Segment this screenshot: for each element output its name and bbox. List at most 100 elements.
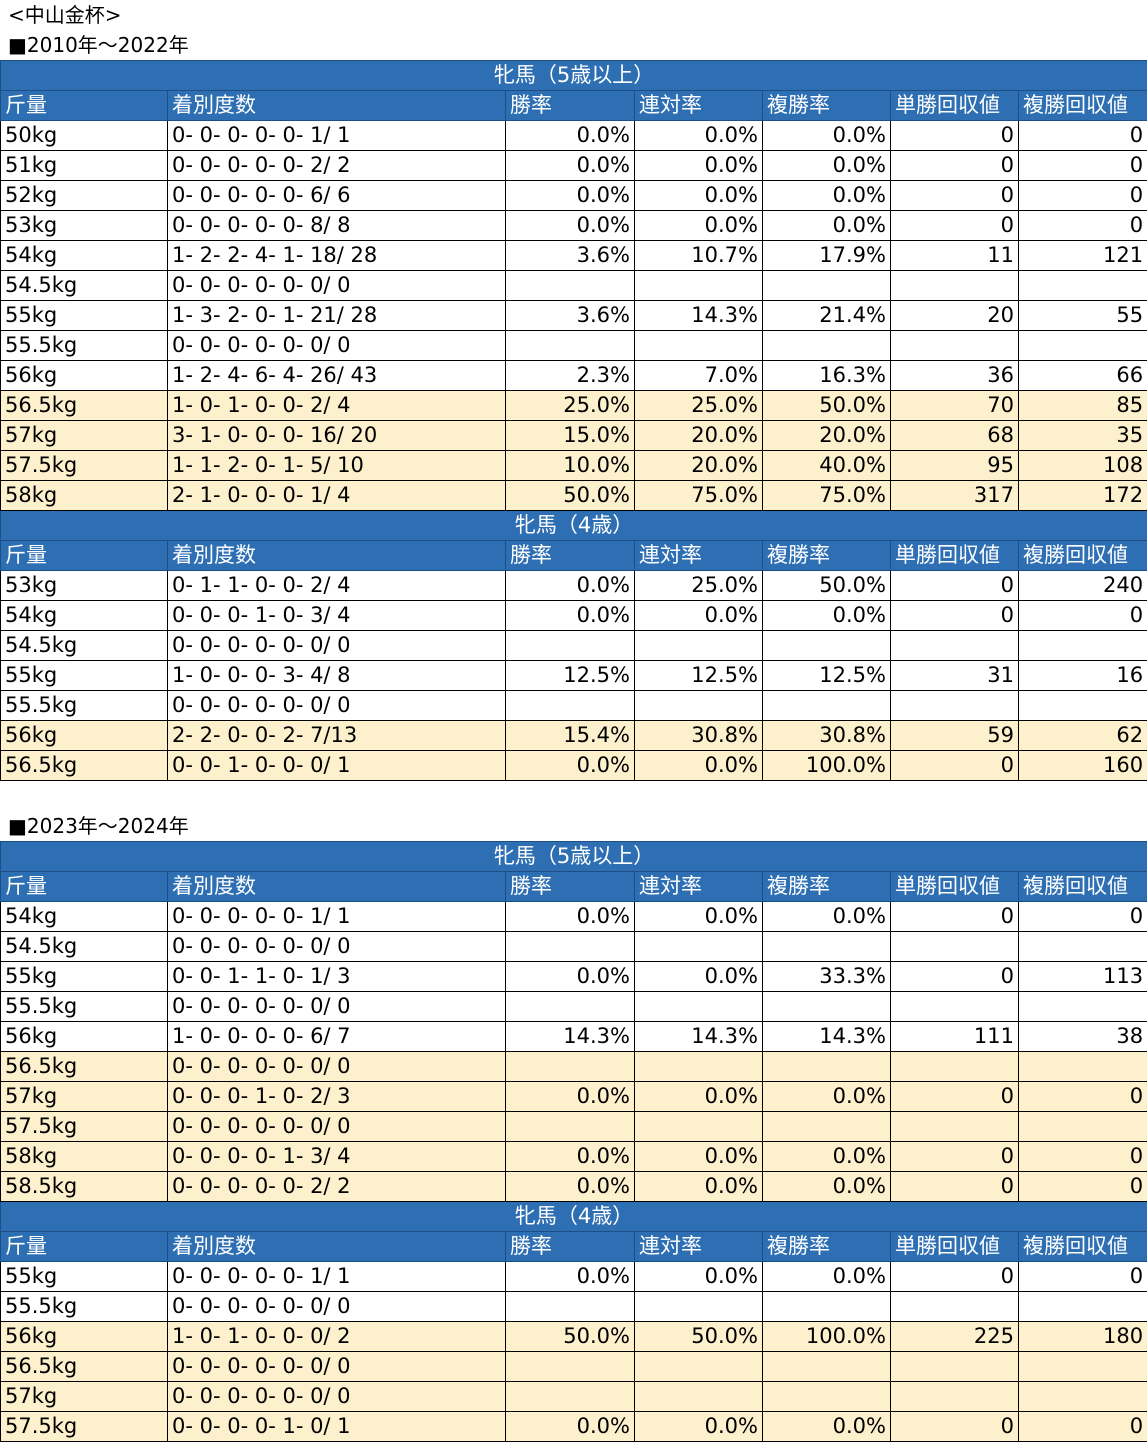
place-return-header: 複勝回収値 (1019, 91, 1147, 121)
place-return-cell: 0 (1019, 1082, 1147, 1112)
weight-cell: 55.5kg (1, 992, 168, 1022)
top3-rate-cell: 20.0% (763, 421, 891, 451)
win-rate-cell (506, 992, 635, 1022)
record-cell: 0- 0- 1- 0- 0- 0/ 1 (168, 751, 506, 781)
weight-cell: 54kg (1, 902, 168, 932)
top3-rate-cell: 30.8% (763, 721, 891, 751)
weight-cell: 54.5kg (1, 271, 168, 301)
record-cell: 0- 0- 0- 0- 0- 2/ 2 (168, 1172, 506, 1202)
top3-rate-cell: 0.0% (763, 1142, 891, 1172)
place-return-cell (1019, 271, 1147, 301)
weight-cell: 56.5kg (1, 751, 168, 781)
weight-cell: 55kg (1, 301, 168, 331)
record-cell: 0- 0- 0- 0- 0- 1/ 1 (168, 902, 506, 932)
win-rate-header: 勝率 (506, 541, 635, 571)
top2-rate-cell: 7.0% (635, 361, 763, 391)
top2-rate-cell: 0.0% (635, 1142, 763, 1172)
top2-rate-cell: 0.0% (635, 751, 763, 781)
weight-cell: 55kg (1, 962, 168, 992)
top2-rate-cell: 0.0% (635, 1082, 763, 1112)
top2-rate-cell: 14.3% (635, 1022, 763, 1052)
place-return-cell: 0 (1019, 211, 1147, 241)
top2-rate-cell: 0.0% (635, 121, 763, 151)
top2-rate-cell: 75.0% (635, 481, 763, 511)
record-cell: 1- 1- 2- 0- 1- 5/ 10 (168, 451, 506, 481)
win-return-cell (891, 1352, 1019, 1382)
group-header-row: 牝馬（4歳） (1, 511, 1147, 541)
group-header-row: 牝馬（4歳） (1, 1202, 1147, 1232)
win-return-cell: 0 (891, 902, 1019, 932)
win-return-cell: 0 (891, 211, 1019, 241)
top3-rate-cell: 33.3% (763, 962, 891, 992)
top3-rate-cell: 17.9% (763, 241, 891, 271)
place-return-cell: 121 (1019, 241, 1147, 271)
record-cell: 0- 0- 0- 0- 0- 2/ 2 (168, 151, 506, 181)
top3-rate-cell: 75.0% (763, 481, 891, 511)
win-return-cell: 0 (891, 151, 1019, 181)
win-rate-cell (506, 1112, 635, 1142)
weight-cell: 55kg (1, 661, 168, 691)
win-return-cell: 31 (891, 661, 1019, 691)
win-rate-cell: 12.5% (506, 661, 635, 691)
place-return-cell: 0 (1019, 902, 1147, 932)
top2-rate-cell: 0.0% (635, 1412, 763, 1442)
record-cell: 0- 0- 0- 0- 0- 0/ 0 (168, 331, 506, 361)
group-header-row: 牝馬（5歳以上） (1, 61, 1147, 91)
weight-cell: 52kg (1, 181, 168, 211)
top3-rate-cell (763, 1352, 891, 1382)
win-return-cell: 59 (891, 721, 1019, 751)
weight-cell: 55.5kg (1, 691, 168, 721)
place-return-cell: 0 (1019, 121, 1147, 151)
place-return-cell: 66 (1019, 361, 1147, 391)
record-cell: 0- 0- 0- 0- 0- 0/ 0 (168, 271, 506, 301)
place-return-cell: 0 (1019, 1142, 1147, 1172)
win-rate-cell (506, 631, 635, 661)
weight-cell: 55.5kg (1, 1292, 168, 1322)
place-return-header: 複勝回収値 (1019, 1232, 1147, 1262)
win-return-header: 単勝回収値 (891, 872, 1019, 902)
top2-rate-cell (635, 1292, 763, 1322)
win-rate-cell (506, 932, 635, 962)
record-cell: 0- 0- 0- 0- 0- 1/ 1 (168, 1262, 506, 1292)
weight-cell: 50kg (1, 121, 168, 151)
weight-cell: 55kg (1, 1262, 168, 1292)
top2-rate-cell (635, 992, 763, 1022)
win-rate-cell: 15.4% (506, 721, 635, 751)
top2-rate-cell: 0.0% (635, 1172, 763, 1202)
win-return-cell (891, 1382, 1019, 1412)
weight-cell: 58kg (1, 481, 168, 511)
weight-header: 斤量 (1, 541, 168, 571)
place-return-cell (1019, 691, 1147, 721)
group-title: 牝馬（5歳以上） (1, 61, 1147, 91)
top3-rate-cell: 0.0% (763, 1262, 891, 1292)
place-return-cell: 0 (1019, 1262, 1147, 1292)
place-return-header: 複勝回収値 (1019, 541, 1147, 571)
place-return-cell (1019, 992, 1147, 1022)
top3-rate-cell (763, 691, 891, 721)
place-return-cell: 38 (1019, 1022, 1147, 1052)
win-return-cell: 317 (891, 481, 1019, 511)
weight-cell: 55.5kg (1, 331, 168, 361)
group-title: 牝馬（4歳） (1, 511, 1147, 541)
win-rate-cell (506, 1052, 635, 1082)
top3-rate-cell: 12.5% (763, 661, 891, 691)
column-header-row: 斤量着別度数勝率連対率複勝率単勝回収値複勝回収値 (1, 1232, 1147, 1262)
win-rate-cell: 0.0% (506, 181, 635, 211)
place-return-cell: 180 (1019, 1322, 1147, 1352)
top3-rate-cell (763, 631, 891, 661)
win-return-cell: 0 (891, 121, 1019, 151)
win-return-cell: 0 (891, 571, 1019, 601)
top3-rate-cell: 14.3% (763, 1022, 891, 1052)
